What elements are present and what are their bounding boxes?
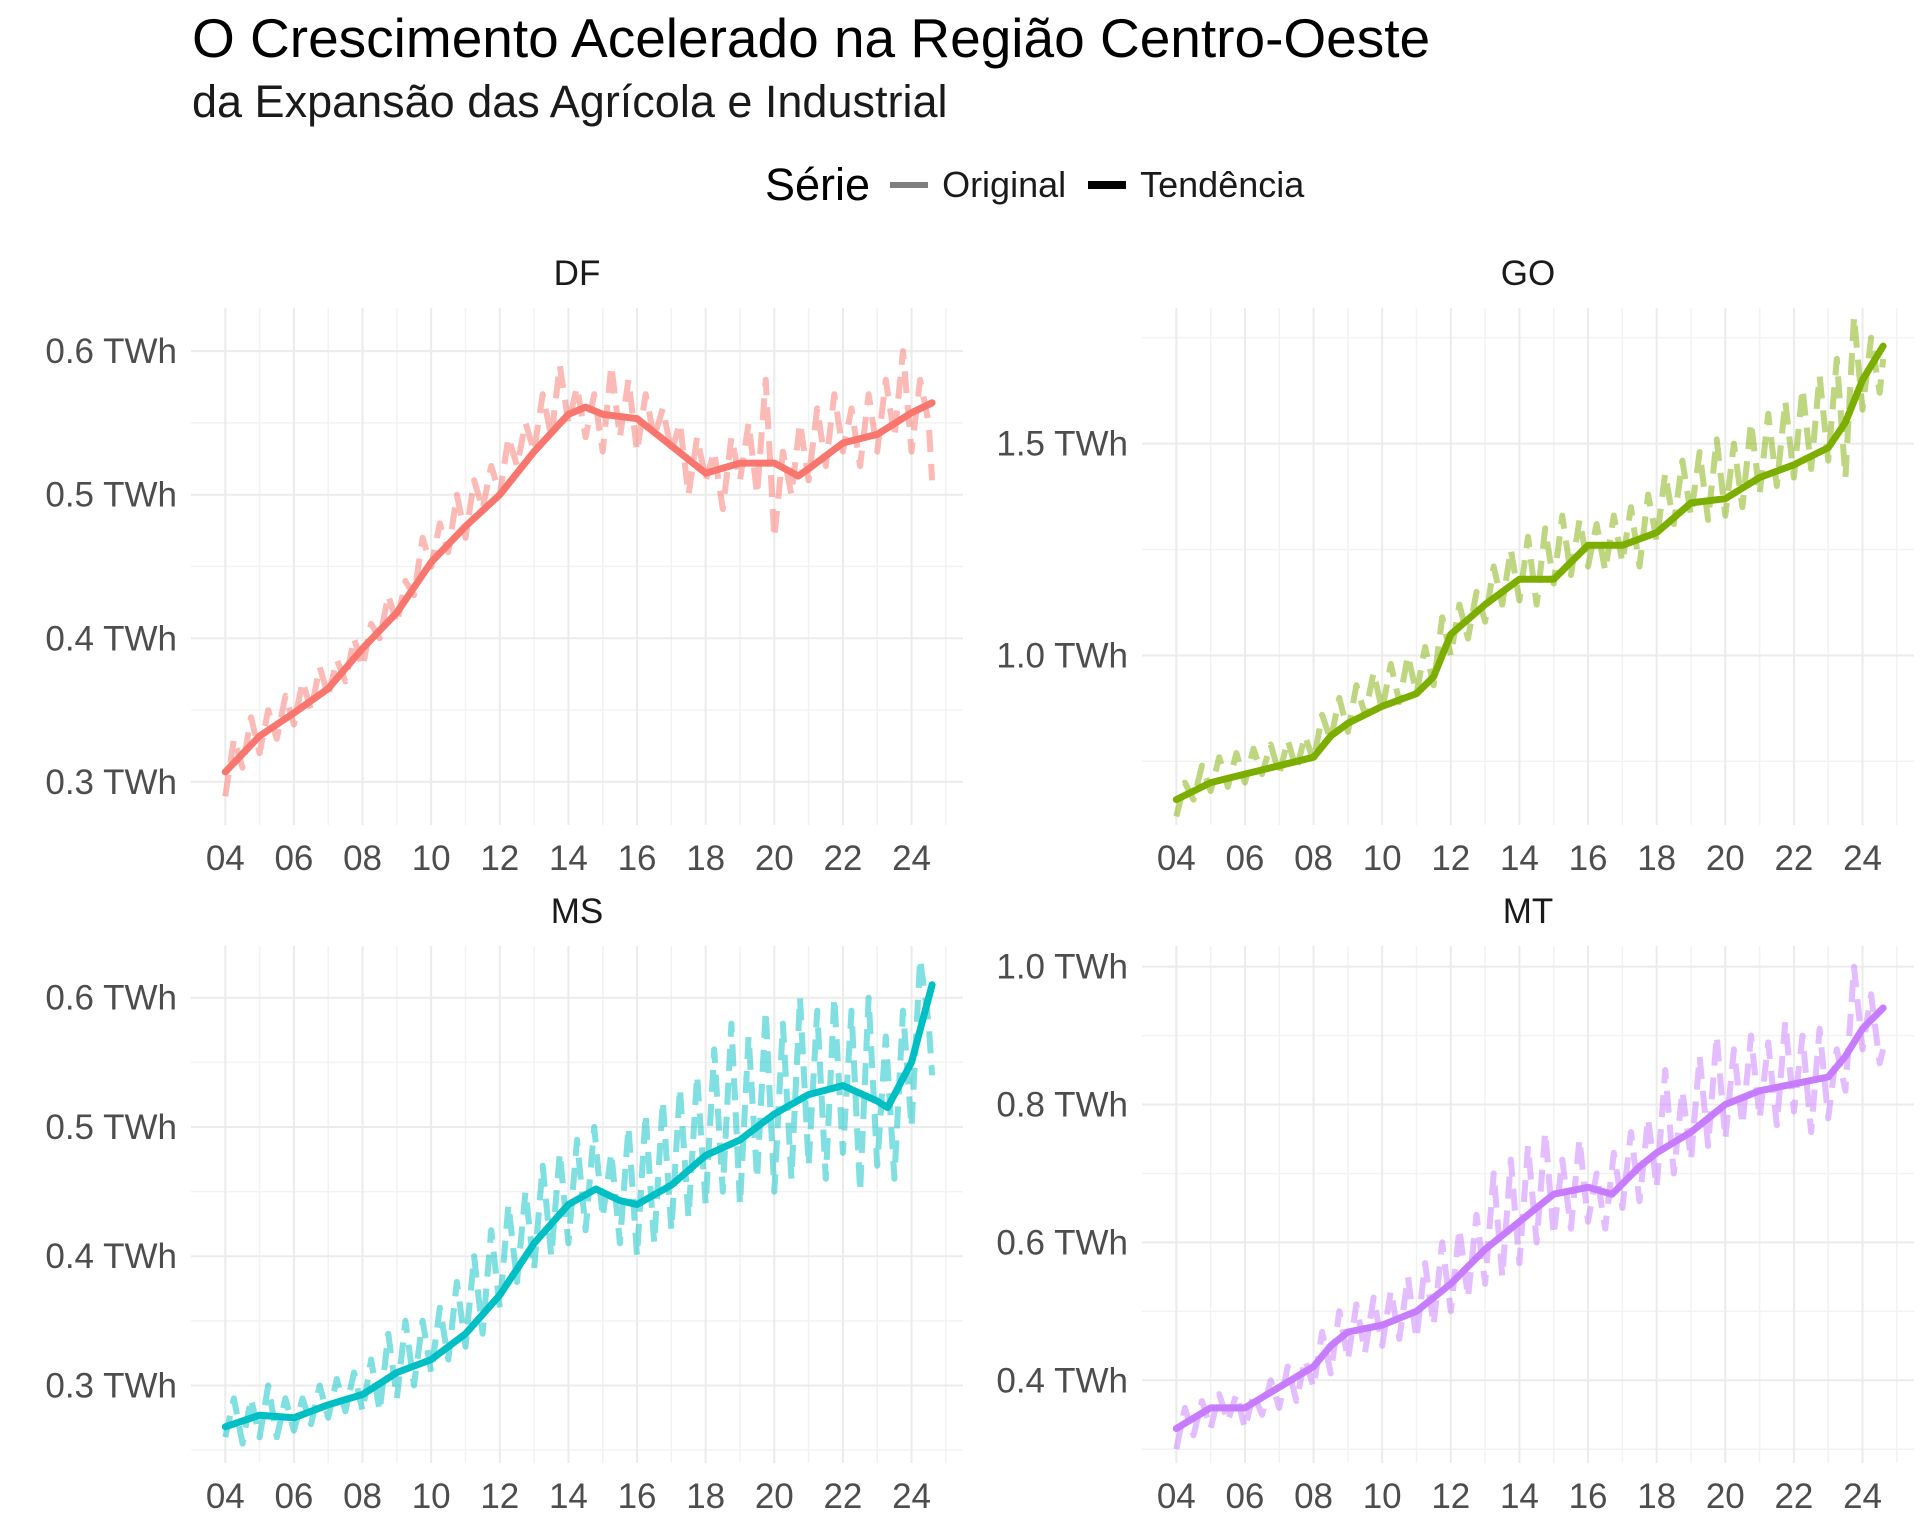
y-tick-label: 0.3 TWh (45, 1366, 177, 1405)
y-tick-label: 0.5 TWh (45, 476, 177, 515)
x-tick-label: 08 (343, 839, 382, 878)
x-tick-label: 20 (755, 1477, 794, 1516)
x-tick-label: 22 (823, 839, 862, 878)
y-tick-label: 0.5 TWh (45, 1108, 177, 1147)
y-tick-label: 1.5 TWh (996, 425, 1128, 464)
x-tick-label: 10 (1363, 839, 1402, 878)
y-tick-label: 0.4 TWh (996, 1361, 1128, 1400)
x-tick-label: 16 (1569, 839, 1608, 878)
facet-label-df: DF (554, 254, 601, 293)
x-tick-label: 10 (1363, 1477, 1402, 1516)
y-tick-label: 0.3 TWh (45, 763, 177, 802)
x-tick-label: 16 (618, 1477, 657, 1516)
x-tick-label: 12 (1431, 1477, 1470, 1516)
y-tick-label: 0.4 TWh (45, 1237, 177, 1276)
x-tick-label: 24 (1843, 839, 1882, 878)
x-tick-label: 06 (274, 1477, 313, 1516)
legend-title: Série (765, 159, 871, 210)
x-tick-label: 06 (1225, 839, 1264, 878)
legend: Série Original Tendência (765, 155, 1326, 215)
x-tick-label: 18 (1637, 1477, 1676, 1516)
x-tick-label: 18 (686, 839, 725, 878)
y-tick-label: 0.6 TWh (996, 1223, 1128, 1262)
x-tick-label: 24 (1843, 1477, 1882, 1516)
x-tick-label: 24 (892, 839, 931, 878)
x-tick-label: 08 (343, 1477, 382, 1516)
legend-label-trend: Tendência (1140, 164, 1305, 205)
series-trend-mt (1172, 1004, 1887, 1432)
x-tick-label: 04 (206, 839, 245, 878)
x-tick-label: 12 (1431, 839, 1470, 878)
facet-go: 04 06 08 10 12 14 16 18 20 22 24 1.0 TWh 1.5 TWh GO (996, 254, 1914, 878)
x-tick-label: 18 (1637, 839, 1676, 878)
x-tick-label: 16 (618, 839, 657, 878)
legend-key-trend (1088, 170, 1127, 200)
x-tick-label: 04 (1157, 839, 1196, 878)
x-tick-label: 20 (755, 839, 794, 878)
series-trend-df (221, 399, 936, 776)
x-tick-label: 18 (686, 1477, 725, 1516)
x-tick-label: 12 (480, 839, 519, 878)
y-tick-label: 0.4 TWh (45, 619, 177, 658)
x-tick-label: 14 (1500, 839, 1539, 878)
series-original-go (1173, 313, 1887, 818)
x-tick-label: 22 (823, 1477, 862, 1516)
x-tick-label: 12 (480, 1477, 519, 1516)
x-tick-label: 16 (1569, 1477, 1608, 1516)
y-tick-label: 1.0 TWh (996, 636, 1128, 675)
facet-label-go: GO (1501, 254, 1555, 293)
facet-label-ms: MS (551, 892, 604, 931)
series-original-df (222, 348, 936, 797)
x-tick-label: 06 (1225, 1477, 1264, 1516)
x-tick-label: 10 (412, 839, 451, 878)
legend-label-original: Original (942, 164, 1067, 205)
facet-ms: 04 06 08 10 12 14 16 18 20 22 24 0.3 TWh 0.4 TWh 0.5 … (45, 892, 963, 1516)
x-tick-label: 08 (1294, 1477, 1333, 1516)
x-tick-label: 04 (206, 1477, 245, 1516)
x-tick-label: 20 (1706, 839, 1745, 878)
series-original-mt (1173, 963, 1887, 1450)
y-tick-label: 0.6 TWh (45, 979, 177, 1018)
x-tick-label: 04 (1157, 1477, 1196, 1516)
x-tick-label: 10 (412, 1477, 451, 1516)
series-original-ms (222, 955, 936, 1447)
series-trend-ms (221, 981, 936, 1431)
x-tick-label: 14 (1500, 1477, 1539, 1516)
x-tick-label: 24 (892, 1477, 931, 1516)
chart-subtitle: da Expansão das Agrícola e Industrial (192, 76, 948, 127)
chart-title: O Crescimento Acelerado na Região Centro… (192, 7, 1431, 69)
facet-df: 04 06 08 10 12 14 16 18 20 22 24 0.3 TWh 0.4 TWh 0.5 … (45, 254, 963, 878)
legend-key-original (890, 170, 929, 200)
y-tick-label: 1.0 TWh (996, 948, 1128, 987)
x-tick-label: 06 (274, 839, 313, 878)
x-tick-label: 20 (1706, 1477, 1745, 1516)
facet-mt: 04 06 08 10 12 14 16 18 20 22 24 0.4 TWh 0.6 TWh 0.8 … (996, 892, 1914, 1516)
x-tick-label: 08 (1294, 839, 1333, 878)
y-tick-label: 0.8 TWh (996, 1086, 1128, 1125)
y-tick-label: 0.6 TWh (45, 332, 177, 371)
x-tick-label: 22 (1774, 1477, 1813, 1516)
x-tick-label: 22 (1774, 839, 1813, 878)
x-tick-label: 14 (549, 1477, 588, 1516)
facet-label-mt: MT (1503, 892, 1554, 931)
x-tick-label: 14 (549, 839, 588, 878)
series-trend-go (1172, 342, 1887, 804)
